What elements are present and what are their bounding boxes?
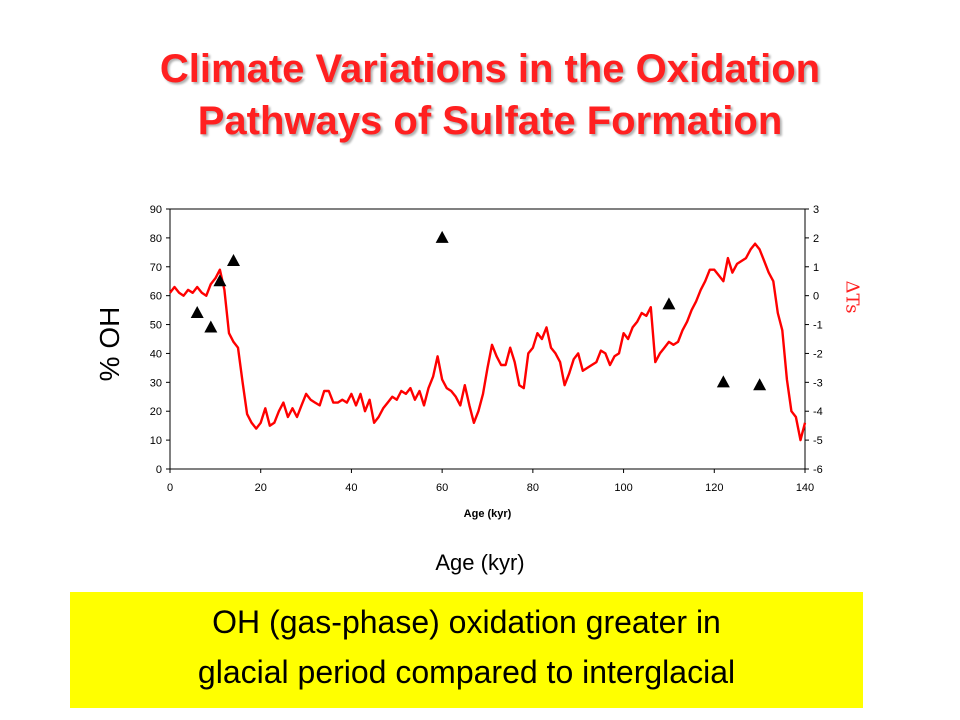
conclusion-line1: OH (gas-phase) oxidation greater in	[212, 604, 721, 640]
x-tick-label: 40	[345, 482, 357, 494]
right-y-tick-label: -2	[813, 348, 823, 360]
x-tick-label: 140	[796, 482, 814, 494]
left-y-tick-label: 10	[150, 435, 162, 447]
slide-title-line2: Pathways of Sulfate Formation	[197, 99, 783, 143]
right-y-tick-label: 0	[813, 291, 819, 303]
oh-data-point	[716, 375, 730, 388]
oh-data-point	[662, 297, 676, 310]
oh-data-point	[753, 378, 767, 391]
left-y-tick-label: 0	[156, 464, 162, 476]
left-y-tick-label: 70	[150, 262, 162, 274]
left-y-tick-label: 90	[150, 204, 162, 216]
x-tick-label: 20	[255, 482, 267, 494]
oh-data-point	[227, 254, 240, 266]
caption-x-axis-label: Age (kyr)	[435, 550, 525, 575]
left-y-axis-title: % OH	[80, 307, 140, 382]
right-y-tick-label: -3	[813, 377, 823, 389]
x-tick-label: 100	[614, 482, 632, 494]
right-y-axis-title-text: ΔTs	[841, 280, 863, 314]
right-y-tick-label: -5	[813, 435, 823, 447]
left-y-tick-label: 50	[150, 320, 162, 332]
x-tick-label: 120	[705, 482, 723, 494]
oh-data-point	[213, 274, 227, 287]
oh-data-point	[435, 230, 449, 243]
left-y-tick-label: 60	[150, 291, 162, 303]
x-tick-label: 0	[167, 482, 173, 494]
oh-data-point	[190, 306, 204, 318]
left-y-tick-label: 80	[150, 233, 162, 245]
right-y-tick-label: -1	[813, 320, 823, 332]
right-y-tick-label: 2	[813, 233, 819, 245]
right-y-axis-title: ΔTs	[832, 281, 872, 340]
right-y-tick-label: -6	[813, 464, 823, 476]
right-y-tick-label: 1	[813, 262, 819, 274]
conclusion-banner: OH (gas-phase) oxidation greater in glac…	[70, 592, 863, 708]
plot-frame	[169, 208, 806, 470]
x-axis-title: Age (kyr)	[464, 508, 512, 520]
oh-data-point	[204, 320, 218, 333]
x-tick-label: 60	[436, 482, 448, 494]
temperature-series-line	[169, 242, 807, 442]
slide-title-line1: Climate Variations in the Oxidation	[159, 47, 821, 91]
x-tick-label: 80	[527, 482, 539, 494]
left-y-tick-label: 20	[150, 406, 162, 418]
left-y-tick-label: 30	[150, 377, 162, 389]
conclusion-line2: glacial period compared to interglacial	[197, 654, 736, 690]
left-y-tick-label: 40	[150, 348, 162, 360]
left-y-axis-title-text: % OH	[94, 306, 125, 382]
right-y-tick-label: -4	[813, 406, 823, 418]
right-y-tick-label: 3	[813, 204, 819, 216]
